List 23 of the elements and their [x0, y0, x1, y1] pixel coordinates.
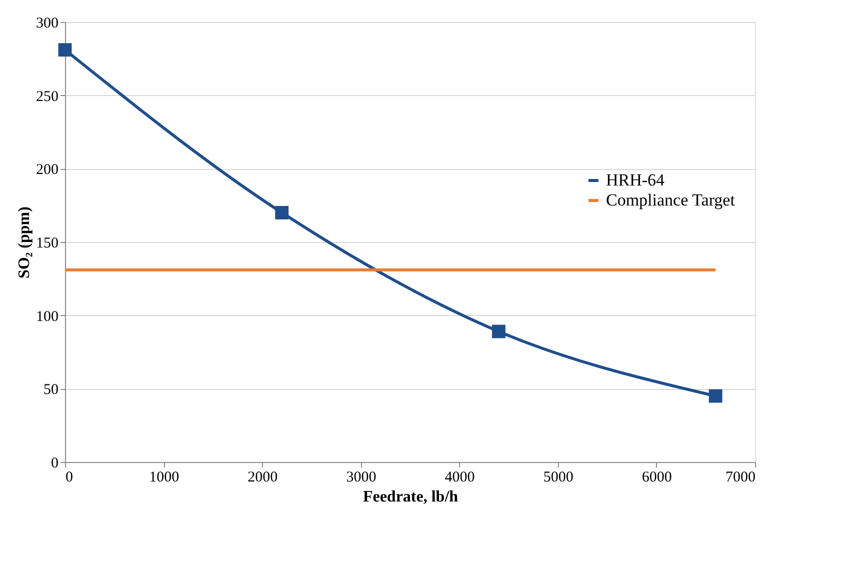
y-tick-label: 250 — [36, 88, 58, 105]
point — [275, 206, 289, 220]
x-axis-title: Feedrate, lb/h — [362, 488, 458, 506]
y-tick-label: 0 — [51, 456, 58, 472]
x-tick-label: 4000 — [444, 470, 475, 486]
y-tick-label: 150 — [36, 236, 58, 252]
legend-label: Compliance Target — [606, 190, 736, 210]
point — [58, 43, 72, 57]
x-tick-label: 5000 — [543, 470, 574, 486]
x-tick-label: 1000 — [149, 470, 180, 486]
point — [708, 389, 722, 403]
x-tick-label: 2000 — [248, 470, 278, 486]
y-tick-label: 50 — [44, 382, 58, 398]
y-tick-label: 200 — [36, 162, 58, 178]
x-tick-label: 6000 — [642, 470, 672, 486]
x-tick-label: 3000 — [346, 470, 376, 486]
y-tick-label: 100 — [36, 308, 58, 325]
point — [492, 324, 506, 338]
legend-label: HRH-64 — [606, 170, 666, 190]
x-tick-label: 7000 — [726, 470, 756, 486]
y-tick-label: 300 — [36, 16, 58, 32]
x-tick-label: 0 — [66, 470, 73, 486]
y-axis-title: SO₂ (ppm) — [16, 206, 33, 278]
